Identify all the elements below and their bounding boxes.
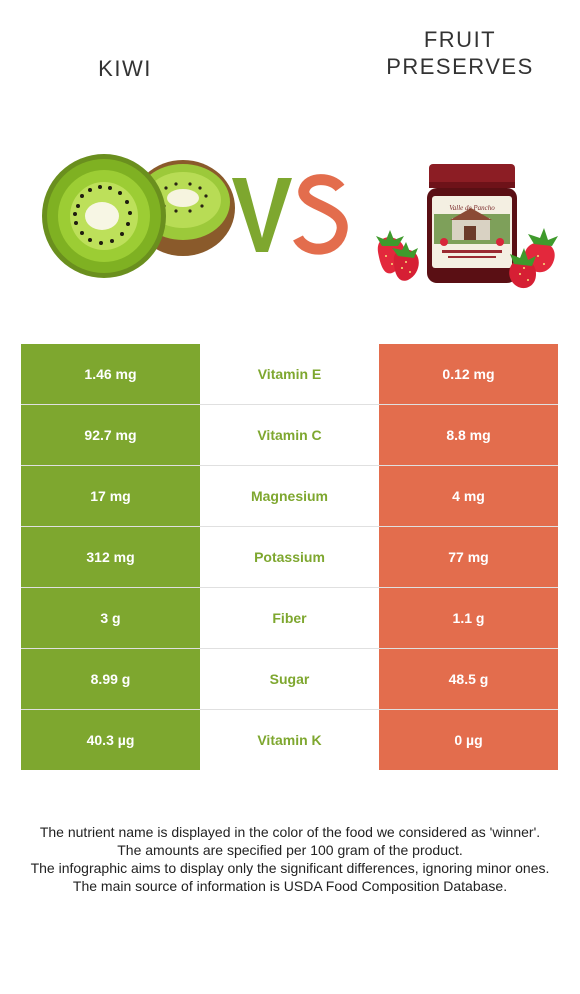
kiwi-value: 3 g: [21, 587, 200, 649]
table-row: 8.99 g Sugar 48.5 g: [21, 648, 558, 710]
kiwi-value: 92.7 mg: [21, 404, 200, 466]
footnote-source: The main source of information is USDA F…: [72, 878, 508, 894]
fruit-preserves-value: 77 mg: [379, 526, 558, 588]
kiwi-value: 1.46 mg: [21, 344, 200, 405]
table-row: 1.46 mg Vitamin E 0.12 mg: [21, 344, 558, 405]
kiwi-value: 40.3 µg: [21, 709, 200, 770]
nutrient-name: Magnesium: [200, 465, 379, 527]
fruit-preserves-value: 48.5 g: [379, 648, 558, 710]
table-row: 92.7 mg Vitamin C 8.8 mg: [21, 404, 558, 466]
footnotes: The nutrient name is displayed in the co…: [30, 823, 550, 895]
footnote-per-100g: The amounts are specified per 100 gram o…: [117, 842, 463, 858]
table-row: 17 mg Magnesium 4 mg: [21, 465, 558, 527]
kiwi-image: [38, 150, 238, 280]
left-food-title: KIWI: [98, 56, 152, 81]
fruit-preserves-value: 8.8 mg: [379, 404, 558, 466]
nutrient-name: Vitamin E: [200, 344, 379, 405]
fruit-preserves-value: 4 mg: [379, 465, 558, 527]
fruit-preserves-value: 0.12 mg: [379, 344, 558, 405]
table-row: 3 g Fiber 1.1 g: [21, 587, 558, 649]
table-row: 312 mg Potassium 77 mg: [21, 526, 558, 588]
nutrient-name: Sugar: [200, 648, 379, 710]
nutrient-name: Vitamin C: [200, 404, 379, 466]
fruit-preserves-value: 1.1 g: [379, 587, 558, 649]
fruit-preserves-image: Valle de Pancho: [372, 160, 562, 300]
kiwi-value: 8.99 g: [21, 648, 200, 710]
fruit-preserves-value: 0 µg: [379, 709, 558, 770]
kiwi-value: 312 mg: [21, 526, 200, 588]
kiwi-value: 17 mg: [21, 465, 200, 527]
nutrient-name: Fiber: [200, 587, 379, 649]
nutrient-name: Vitamin K: [200, 709, 379, 770]
vs-mark: [228, 160, 353, 260]
nutrient-name: Potassium: [200, 526, 379, 588]
right-food-title: FRUIT PRESERVES: [386, 27, 534, 79]
footnote-winner-color: The nutrient name is displayed in the co…: [39, 824, 541, 840]
footnote-significant-differences: The infographic aims to display only the…: [30, 860, 550, 876]
jar-label-text: Valle de Pancho: [449, 204, 495, 212]
